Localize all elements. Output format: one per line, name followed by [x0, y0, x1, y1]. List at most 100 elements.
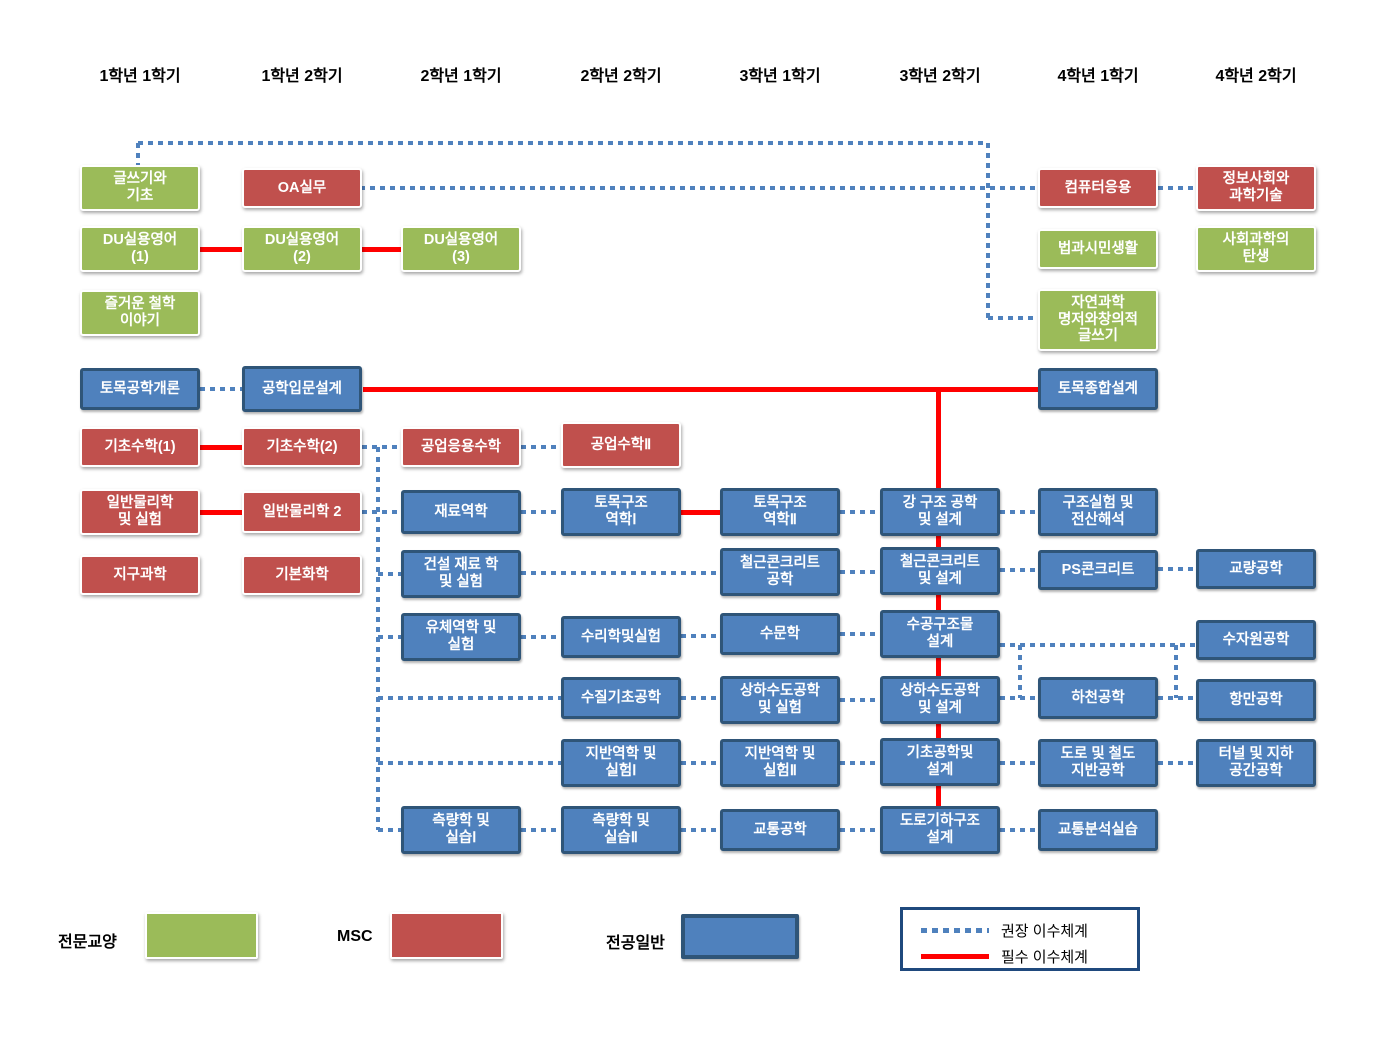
- recommended-flow-line: [986, 143, 990, 318]
- course-general-physics-and-lab: 일반물리학 및 실험: [80, 489, 200, 535]
- legend-swatch-msc: [390, 912, 503, 959]
- required-flow-line: [362, 246, 401, 252]
- legend-swatch-major-general: [681, 914, 799, 959]
- course-natural-science-classics-creative-writing: 자연과학 명저와창의적 글쓰기: [1038, 289, 1158, 351]
- recommended-flow-line: [521, 635, 561, 639]
- recommended-flow-line: [378, 828, 401, 832]
- legend-solid-line-sample: [921, 954, 989, 959]
- course-soil-mechanics-lab-1: 지반역학 및 실험Ⅰ: [561, 739, 681, 787]
- course-ps-concrete: PS콘크리트: [1038, 550, 1158, 590]
- recommended-flow-line: [521, 510, 561, 514]
- recommended-flow-line: [521, 445, 561, 449]
- recommended-flow-line: [1174, 645, 1178, 698]
- recommended-flow-line: [521, 571, 720, 575]
- course-traffic-engineering: 교통공학: [720, 809, 840, 851]
- recommended-flow-line: [138, 141, 988, 145]
- course-engineering-math-2: 공업수학Ⅱ: [561, 422, 681, 468]
- course-basic-math-1: 기초수학(1): [80, 427, 200, 467]
- recommended-flow-line: [840, 632, 880, 636]
- course-water-sewage-engineering-design: 상하수도공학 및 설계: [880, 676, 1000, 724]
- required-flow-line: [681, 509, 720, 515]
- course-du-practical-english-2: DU실용영어 (2): [242, 226, 362, 272]
- course-intro-civil-engineering: 토목공학개론: [80, 368, 200, 410]
- course-traffic-analysis-practice: 교통분석실습: [1038, 809, 1158, 851]
- recommended-flow-line: [1018, 645, 1022, 698]
- required-flow-line: [935, 389, 941, 830]
- recommended-flow-line: [840, 828, 880, 832]
- legend-line-label-required-track: 필수 이수체계: [1001, 949, 1088, 966]
- course-reinforced-concrete-engineering: 철근콘크리트 공학: [720, 548, 840, 596]
- legend-swatch-general-education: [145, 912, 258, 959]
- recommended-flow-line: [840, 698, 880, 702]
- legend-dotted-line-sample: [921, 928, 989, 933]
- required-flow-line: [200, 444, 242, 450]
- recommended-flow-line: [681, 761, 720, 765]
- recommended-flow-line: [378, 572, 401, 576]
- course-hydraulic-structure-design: 수공구조물 설계: [880, 610, 1000, 658]
- required-flow-line: [200, 509, 242, 515]
- recommended-flow-line: [681, 696, 720, 700]
- course-writing-and-basics: 글쓰기와 기초: [80, 165, 200, 211]
- semester-header: 4학년 1학기: [1057, 68, 1139, 85]
- recommended-flow-line: [362, 510, 401, 514]
- required-flow-line: [200, 246, 242, 252]
- course-surveying-practice-1: 측량학 및 실습Ⅰ: [401, 806, 521, 854]
- course-earth-science: 지구과학: [80, 555, 200, 595]
- course-law-and-civic-life: 법과시민생활: [1038, 229, 1158, 269]
- course-road-railway-geotech: 도로 및 철도 지반공학: [1038, 739, 1158, 787]
- recommended-flow-line: [681, 634, 720, 638]
- course-soil-mechanics-lab-2: 지반역학 및 실험Ⅱ: [720, 739, 840, 787]
- course-du-practical-english-3: DU실용영어 (3): [401, 226, 521, 272]
- course-general-physics-2: 일반물리학 2: [242, 491, 362, 533]
- course-structural-mechanics-2: 토목구조 역학Ⅱ: [720, 488, 840, 536]
- recommended-flow-line: [1000, 696, 1038, 700]
- course-engineering-applied-math: 공업응용수학: [401, 427, 521, 467]
- recommended-flow-line: [1158, 761, 1196, 765]
- course-steel-structure-design: 강 구조 공학 및 설계: [880, 488, 1000, 536]
- recommended-flow-line: [1000, 510, 1038, 514]
- recommended-flow-line: [988, 316, 1038, 320]
- legend-line-row-recommended-track: 권장 이수체계: [921, 920, 1088, 941]
- legend-label-msc: MSC: [337, 928, 373, 945]
- semester-header: 4학년 2학기: [1215, 68, 1297, 85]
- course-water-resources-engineering: 수자원공학: [1196, 620, 1316, 660]
- course-construction-materials-lab: 건설 재료 학 및 실험: [401, 550, 521, 598]
- recommended-flow-line: [1158, 186, 1196, 190]
- course-joyful-philosophy-stories: 즐거운 철학 이야기: [80, 290, 200, 336]
- recommended-flow-line: [840, 510, 880, 514]
- semester-header: 3학년 1학기: [739, 68, 821, 85]
- recommended-flow-line: [378, 696, 561, 700]
- course-birth-of-social-science: 사회과학의 탄생: [1196, 226, 1316, 272]
- recommended-flow-line: [521, 828, 561, 832]
- recommended-flow-line: [378, 761, 561, 765]
- semester-header: 3학년 2학기: [899, 68, 981, 85]
- course-foundation-engineering-design: 기초공학및 설계: [880, 738, 1000, 786]
- recommended-flow-line: [360, 186, 1038, 190]
- legend-line-label-recommended-track: 권장 이수체계: [1001, 923, 1088, 940]
- required-flow-line: [363, 386, 1038, 392]
- recommended-flow-line: [136, 143, 140, 165]
- course-du-practical-english-1: DU실용영어 (1): [80, 226, 200, 272]
- course-basic-chemistry: 기본화학: [242, 555, 362, 595]
- recommended-flow-line: [681, 828, 720, 832]
- semester-header: 1학년 2학기: [261, 68, 343, 85]
- recommended-flow-line: [840, 570, 880, 574]
- course-hydraulics-lab: 수리학및실험: [561, 616, 681, 658]
- recommended-flow-line: [1000, 643, 1196, 647]
- course-computer-applications: 컴퓨터응용: [1038, 168, 1158, 208]
- course-hydrology: 수문학: [720, 613, 840, 655]
- course-water-quality-basics: 수질기초공학: [561, 677, 681, 719]
- legend-label-major-general: 전공일반: [606, 935, 665, 952]
- course-harbor-engineering: 항만공학: [1196, 679, 1316, 721]
- course-fluid-mechanics-lab: 유체역학 및 실험: [401, 613, 521, 661]
- semester-header: 2학년 1학기: [420, 68, 502, 85]
- course-structural-experiment-computation: 구조실험 및 전산해석: [1038, 488, 1158, 536]
- course-oa-practice: OA실무: [242, 168, 362, 208]
- recommended-flow-line: [1000, 568, 1038, 572]
- recommended-flow-line: [1000, 828, 1038, 832]
- semester-header: 1학년 1학기: [99, 68, 181, 85]
- course-bridge-engineering: 교량공학: [1196, 549, 1316, 589]
- course-river-engineering: 하천공학: [1038, 677, 1158, 719]
- course-tunnel-underground-engineering: 터널 및 지하 공간공학: [1196, 739, 1316, 787]
